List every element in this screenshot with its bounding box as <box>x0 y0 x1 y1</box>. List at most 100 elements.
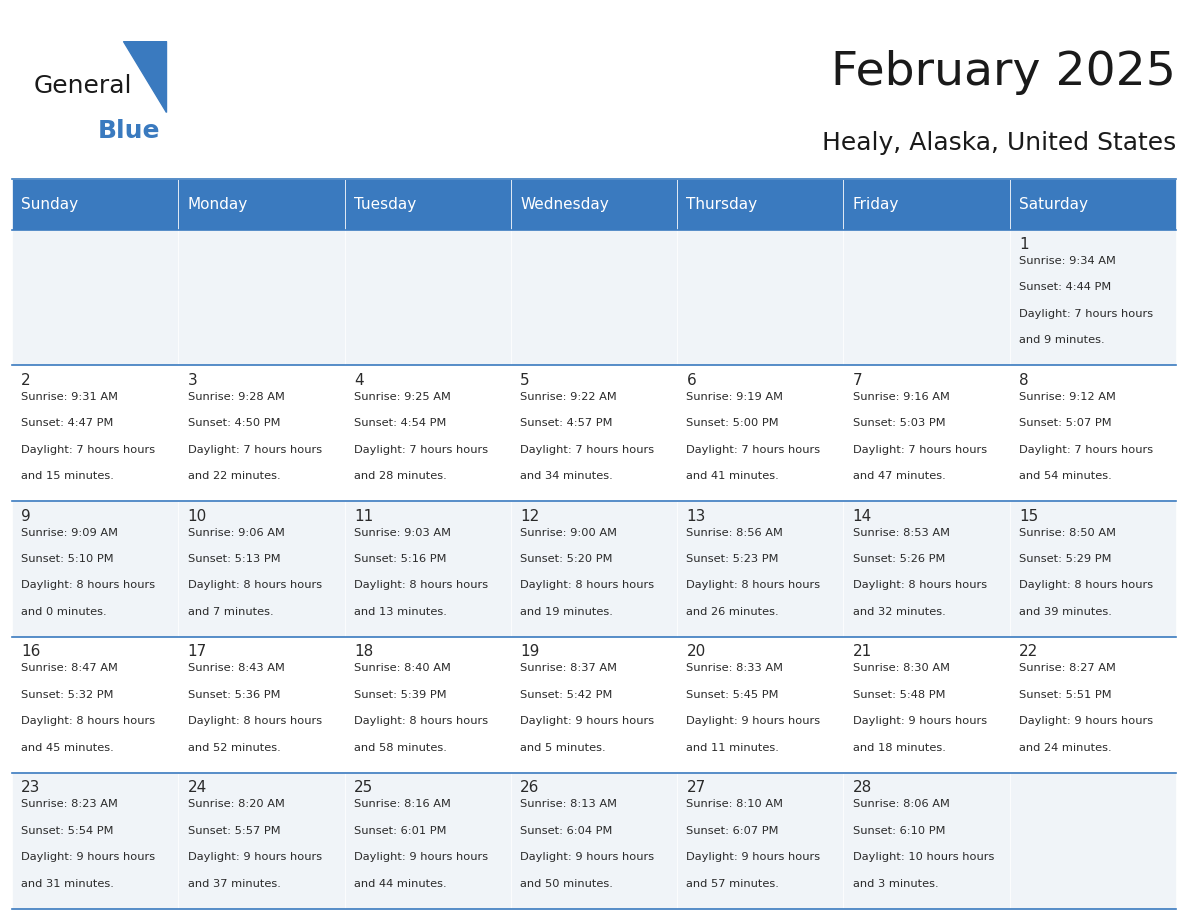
Text: 25: 25 <box>354 780 373 795</box>
Text: Daylight: 8 hours hours: Daylight: 8 hours hours <box>21 580 156 590</box>
Text: Sunrise: 9:25 AM: Sunrise: 9:25 AM <box>354 392 450 402</box>
Text: and 18 minutes.: and 18 minutes. <box>853 743 946 753</box>
Text: 5: 5 <box>520 373 530 387</box>
Text: Sunset: 4:57 PM: Sunset: 4:57 PM <box>520 418 613 428</box>
Bar <box>511 365 677 501</box>
Text: Daylight: 9 hours hours: Daylight: 9 hours hours <box>21 852 156 862</box>
Bar <box>1010 365 1176 501</box>
Bar <box>12 637 178 773</box>
Bar <box>12 230 178 365</box>
Bar <box>345 773 511 909</box>
Text: Daylight: 8 hours hours: Daylight: 8 hours hours <box>188 580 322 590</box>
Text: Healy, Alaska, United States: Healy, Alaska, United States <box>822 131 1176 155</box>
Text: 6: 6 <box>687 373 696 387</box>
Bar <box>345 501 511 637</box>
Text: Daylight: 7 hours hours: Daylight: 7 hours hours <box>354 444 488 454</box>
Text: and 11 minutes.: and 11 minutes. <box>687 743 779 753</box>
Text: 20: 20 <box>687 644 706 659</box>
Text: 28: 28 <box>853 780 872 795</box>
Text: Daylight: 7 hours hours: Daylight: 7 hours hours <box>1019 308 1154 319</box>
Text: 2: 2 <box>21 373 31 387</box>
Text: February 2025: February 2025 <box>832 50 1176 95</box>
Text: Sunrise: 9:34 AM: Sunrise: 9:34 AM <box>1019 256 1116 266</box>
Text: Daylight: 8 hours hours: Daylight: 8 hours hours <box>853 580 987 590</box>
Text: 27: 27 <box>687 780 706 795</box>
Text: and 58 minutes.: and 58 minutes. <box>354 743 447 753</box>
Text: Sunset: 5:23 PM: Sunset: 5:23 PM <box>687 554 779 564</box>
Text: Sunset: 4:47 PM: Sunset: 4:47 PM <box>21 418 114 428</box>
Bar <box>178 773 345 909</box>
Text: Daylight: 7 hours hours: Daylight: 7 hours hours <box>687 444 821 454</box>
Text: Sunrise: 9:31 AM: Sunrise: 9:31 AM <box>21 392 118 402</box>
Text: and 44 minutes.: and 44 minutes. <box>354 879 447 889</box>
Text: Sunrise: 8:06 AM: Sunrise: 8:06 AM <box>853 800 949 810</box>
Text: Daylight: 9 hours hours: Daylight: 9 hours hours <box>1019 716 1154 726</box>
Text: Sunrise: 8:27 AM: Sunrise: 8:27 AM <box>1019 664 1116 674</box>
Bar <box>345 179 511 230</box>
Text: Wednesday: Wednesday <box>520 196 609 212</box>
Polygon shape <box>124 41 166 112</box>
Text: Sunrise: 8:13 AM: Sunrise: 8:13 AM <box>520 800 617 810</box>
Bar <box>12 501 178 637</box>
Text: and 41 minutes.: and 41 minutes. <box>687 471 779 481</box>
Text: and 45 minutes.: and 45 minutes. <box>21 743 114 753</box>
Text: and 9 minutes.: and 9 minutes. <box>1019 335 1105 345</box>
Text: and 28 minutes.: and 28 minutes. <box>354 471 447 481</box>
Text: Sunrise: 9:12 AM: Sunrise: 9:12 AM <box>1019 392 1116 402</box>
Text: 13: 13 <box>687 509 706 523</box>
Text: and 19 minutes.: and 19 minutes. <box>520 607 613 617</box>
Text: Daylight: 10 hours hours: Daylight: 10 hours hours <box>853 852 994 862</box>
Text: 3: 3 <box>188 373 197 387</box>
Text: Sunrise: 9:03 AM: Sunrise: 9:03 AM <box>354 528 450 538</box>
Bar <box>843 230 1010 365</box>
Bar <box>511 637 677 773</box>
Text: Sunrise: 9:22 AM: Sunrise: 9:22 AM <box>520 392 617 402</box>
Text: Sunset: 4:54 PM: Sunset: 4:54 PM <box>354 418 447 428</box>
Bar <box>1010 637 1176 773</box>
Bar <box>677 773 843 909</box>
Text: Sunset: 5:00 PM: Sunset: 5:00 PM <box>687 418 779 428</box>
Bar <box>511 773 677 909</box>
Bar <box>677 501 843 637</box>
Bar <box>178 365 345 501</box>
Bar <box>178 179 345 230</box>
Text: Sunset: 4:44 PM: Sunset: 4:44 PM <box>1019 282 1111 292</box>
Text: Daylight: 7 hours hours: Daylight: 7 hours hours <box>1019 444 1154 454</box>
Bar <box>511 230 677 365</box>
Text: Sunrise: 8:23 AM: Sunrise: 8:23 AM <box>21 800 118 810</box>
Text: Sunrise: 8:43 AM: Sunrise: 8:43 AM <box>188 664 284 674</box>
Text: Sunrise: 8:47 AM: Sunrise: 8:47 AM <box>21 664 118 674</box>
Text: 14: 14 <box>853 509 872 523</box>
Text: and 54 minutes.: and 54 minutes. <box>1019 471 1112 481</box>
Text: Sunset: 5:42 PM: Sunset: 5:42 PM <box>520 689 613 700</box>
Text: Daylight: 9 hours hours: Daylight: 9 hours hours <box>354 852 488 862</box>
Text: Sunset: 6:01 PM: Sunset: 6:01 PM <box>354 825 447 835</box>
Text: Sunset: 5:16 PM: Sunset: 5:16 PM <box>354 554 447 564</box>
Text: Saturday: Saturday <box>1019 196 1088 212</box>
Bar <box>345 637 511 773</box>
Text: Sunrise: 9:16 AM: Sunrise: 9:16 AM <box>853 392 949 402</box>
Text: 21: 21 <box>853 644 872 659</box>
Text: and 0 minutes.: and 0 minutes. <box>21 607 107 617</box>
Text: and 31 minutes.: and 31 minutes. <box>21 879 114 889</box>
Text: and 47 minutes.: and 47 minutes. <box>853 471 946 481</box>
Bar <box>178 501 345 637</box>
Text: Sunset: 5:48 PM: Sunset: 5:48 PM <box>853 689 946 700</box>
Text: Sunset: 5:45 PM: Sunset: 5:45 PM <box>687 689 779 700</box>
Text: Sunrise: 8:30 AM: Sunrise: 8:30 AM <box>853 664 949 674</box>
Bar <box>843 773 1010 909</box>
Text: Sunset: 6:10 PM: Sunset: 6:10 PM <box>853 825 946 835</box>
Bar <box>843 637 1010 773</box>
Text: Sunrise: 9:19 AM: Sunrise: 9:19 AM <box>687 392 783 402</box>
Text: Sunrise: 9:09 AM: Sunrise: 9:09 AM <box>21 528 118 538</box>
Bar <box>677 179 843 230</box>
Text: Sunrise: 9:00 AM: Sunrise: 9:00 AM <box>520 528 617 538</box>
Text: Sunset: 5:29 PM: Sunset: 5:29 PM <box>1019 554 1112 564</box>
Bar <box>843 501 1010 637</box>
Text: Daylight: 8 hours hours: Daylight: 8 hours hours <box>188 716 322 726</box>
Text: Sunrise: 8:33 AM: Sunrise: 8:33 AM <box>687 664 783 674</box>
Text: and 57 minutes.: and 57 minutes. <box>687 879 779 889</box>
Text: Daylight: 8 hours hours: Daylight: 8 hours hours <box>21 716 156 726</box>
Text: and 15 minutes.: and 15 minutes. <box>21 471 114 481</box>
Text: Sunset: 5:57 PM: Sunset: 5:57 PM <box>188 825 280 835</box>
